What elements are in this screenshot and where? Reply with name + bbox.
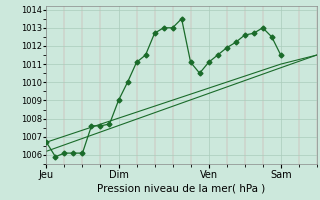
X-axis label: Pression niveau de la mer( hPa ): Pression niveau de la mer( hPa ): [98, 184, 266, 194]
